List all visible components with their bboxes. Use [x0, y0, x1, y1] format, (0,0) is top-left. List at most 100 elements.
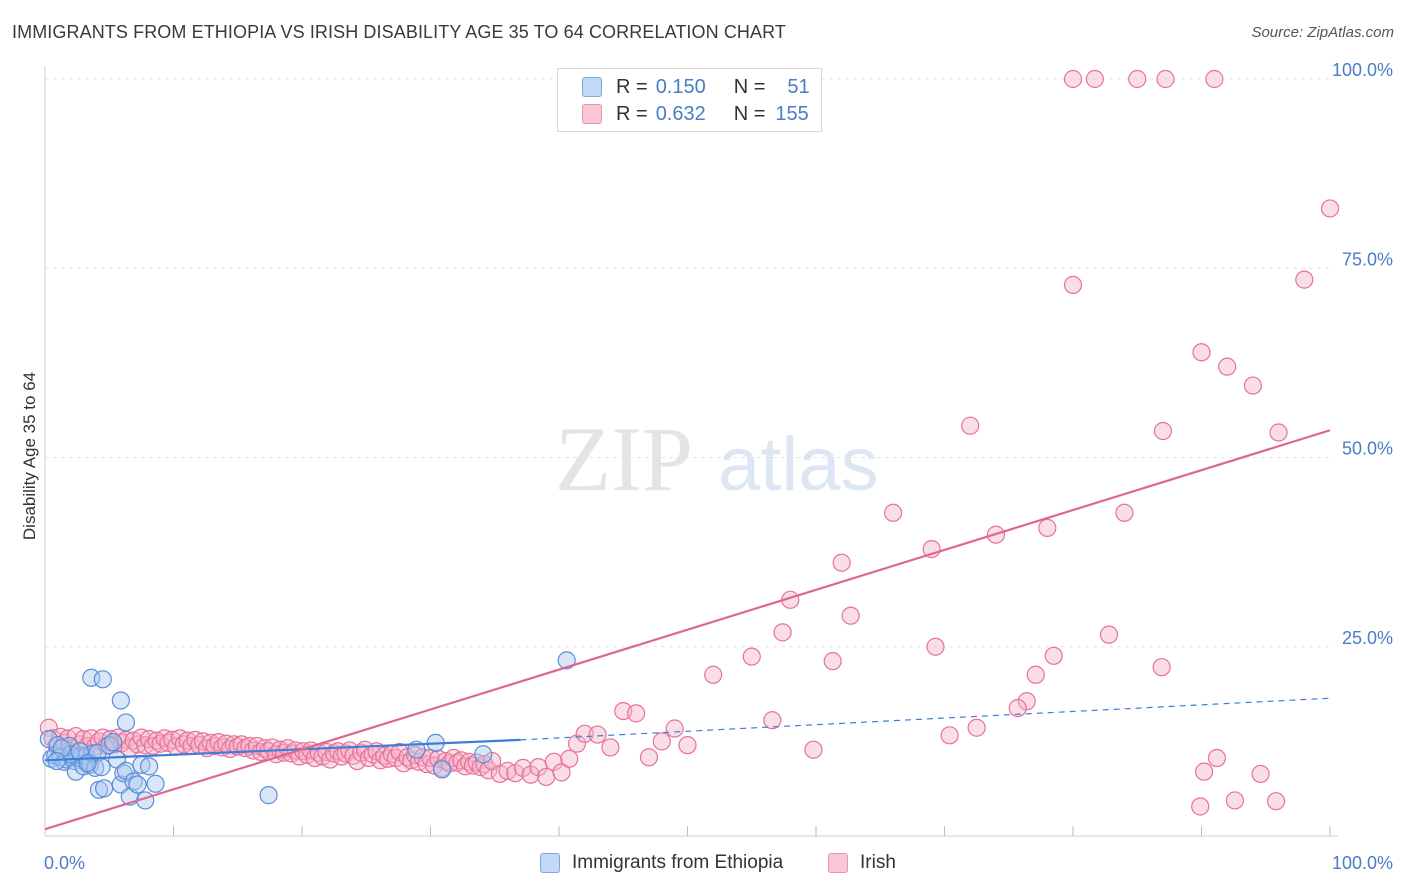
watermark: ZIP atlas — [555, 408, 879, 510]
irish-point — [1017, 692, 1036, 711]
irish-point — [1026, 665, 1045, 684]
legend-label: Immigrants from Ethiopia — [572, 852, 784, 873]
ethiopia-point — [557, 651, 576, 670]
ethiopia-legend-swatch — [540, 853, 560, 873]
x-tick-label: 100.0% — [1332, 853, 1393, 873]
ethiopia-point — [128, 775, 147, 794]
irish-point — [763, 711, 782, 730]
irish-point — [1191, 797, 1210, 816]
irish-point — [1153, 421, 1173, 441]
irish-point — [804, 740, 823, 759]
ethiopia-point — [259, 786, 278, 805]
n-value: 155 — [775, 102, 809, 125]
irish-point — [841, 606, 860, 625]
ethiopia-trendline-extension — [520, 697, 1331, 741]
r-value: 0.150 — [655, 75, 706, 98]
irish-point — [1295, 270, 1314, 289]
irish-point — [1192, 343, 1211, 362]
irish-point — [639, 748, 659, 767]
ethiopia-point — [116, 713, 136, 732]
ethiopia-point — [104, 733, 123, 752]
irish-point — [560, 749, 579, 768]
irish-point — [940, 726, 959, 745]
y-axis-label: Disability Age 35 to 64 — [20, 372, 39, 540]
y-tick-label: 75.0% — [1342, 249, 1393, 269]
ethiopia-swatch — [582, 77, 602, 97]
trend-layer — [44, 429, 1331, 831]
axis-layer — [44, 66, 1338, 837]
ethiopia-trendline — [44, 738, 521, 762]
irish-point — [626, 704, 646, 723]
irish-point — [513, 758, 533, 777]
irish-point — [1044, 646, 1063, 665]
irish-point — [1225, 791, 1245, 810]
n-value: 51 — [787, 75, 810, 98]
n-label: N = — [733, 75, 766, 98]
stats-row-irish: R = 0.632 N = 155 — [582, 101, 809, 127]
stats-row-ethiopia: R = 0.150 N = 51 — [582, 74, 810, 100]
n-label: N = — [733, 102, 766, 125]
r-label: R = — [616, 102, 648, 125]
y-tick-label: 25.0% — [1342, 628, 1393, 648]
irish-point — [823, 652, 842, 671]
ethiopia-point — [93, 670, 112, 689]
irish-point — [665, 719, 684, 738]
grid-layer — [45, 78, 1330, 648]
irish-point — [1266, 792, 1286, 811]
irish-point — [1128, 69, 1147, 89]
irish-point — [1207, 748, 1227, 768]
watermark-zip: ZIP — [555, 408, 693, 510]
ethiopia-point — [146, 774, 165, 793]
y-tick-label: 100.0% — [1332, 60, 1393, 80]
irish-point — [575, 724, 594, 743]
irish-point — [1063, 275, 1083, 295]
irish-point — [1243, 376, 1263, 395]
irish-swatch — [582, 104, 602, 124]
ethiopia-point — [474, 745, 493, 764]
tick-labels: 25.0% 50.0% 75.0% 100.0% 0.0% 100.0% — [44, 60, 1393, 873]
watermark-atlas: atlas — [718, 422, 879, 507]
irish-point — [1156, 69, 1175, 89]
legend-label: Irish — [860, 852, 896, 873]
irish-point — [678, 736, 697, 755]
ethiopia-point — [432, 760, 452, 779]
irish-point — [926, 637, 945, 656]
ethiopia-point — [111, 691, 130, 710]
irish-point — [1269, 423, 1288, 442]
ethiopia-point — [139, 757, 159, 776]
irish-point — [1152, 658, 1171, 677]
chart-title: IMMIGRANTS FROM ETHIOPIA VS IRISH DISABI… — [12, 22, 787, 42]
irish-point — [1085, 69, 1104, 89]
irish-point — [1251, 764, 1270, 784]
irish-point — [552, 763, 571, 782]
irish-point — [521, 765, 540, 784]
irish-point — [1038, 518, 1057, 538]
irish-trendline — [44, 429, 1331, 831]
irish-point — [537, 767, 556, 787]
irish-point — [567, 734, 587, 753]
r-label: R = — [616, 75, 648, 98]
irish-point — [883, 503, 903, 522]
irish-point — [704, 665, 723, 684]
legend-item-irish[interactable]: Irish — [828, 852, 896, 874]
irish-point — [1115, 503, 1134, 522]
legend-item-ethiopia[interactable]: Immigrants from Ethiopia — [540, 852, 783, 874]
irish-point — [1194, 762, 1214, 781]
irish-point — [967, 718, 986, 737]
stats-legend: R = 0.150 N = 51 R = 0.632 N = 155 — [557, 68, 822, 132]
irish-point — [1008, 698, 1027, 718]
irish-point — [961, 416, 980, 435]
ethiopia-point — [39, 730, 58, 749]
irish-point — [1063, 69, 1083, 89]
y-tick-label: 50.0% — [1342, 439, 1393, 459]
irish-point — [832, 553, 851, 572]
ethiopia-point — [82, 668, 101, 687]
irish-point — [601, 738, 620, 757]
irish-point — [588, 725, 607, 744]
series-legend: Immigrants from Ethiopia Irish — [0, 852, 1406, 878]
irish-point — [652, 732, 671, 751]
irish-point — [1099, 625, 1119, 644]
irish-point — [742, 647, 761, 666]
irish-point — [1205, 69, 1224, 89]
r-value: 0.632 — [655, 102, 706, 125]
